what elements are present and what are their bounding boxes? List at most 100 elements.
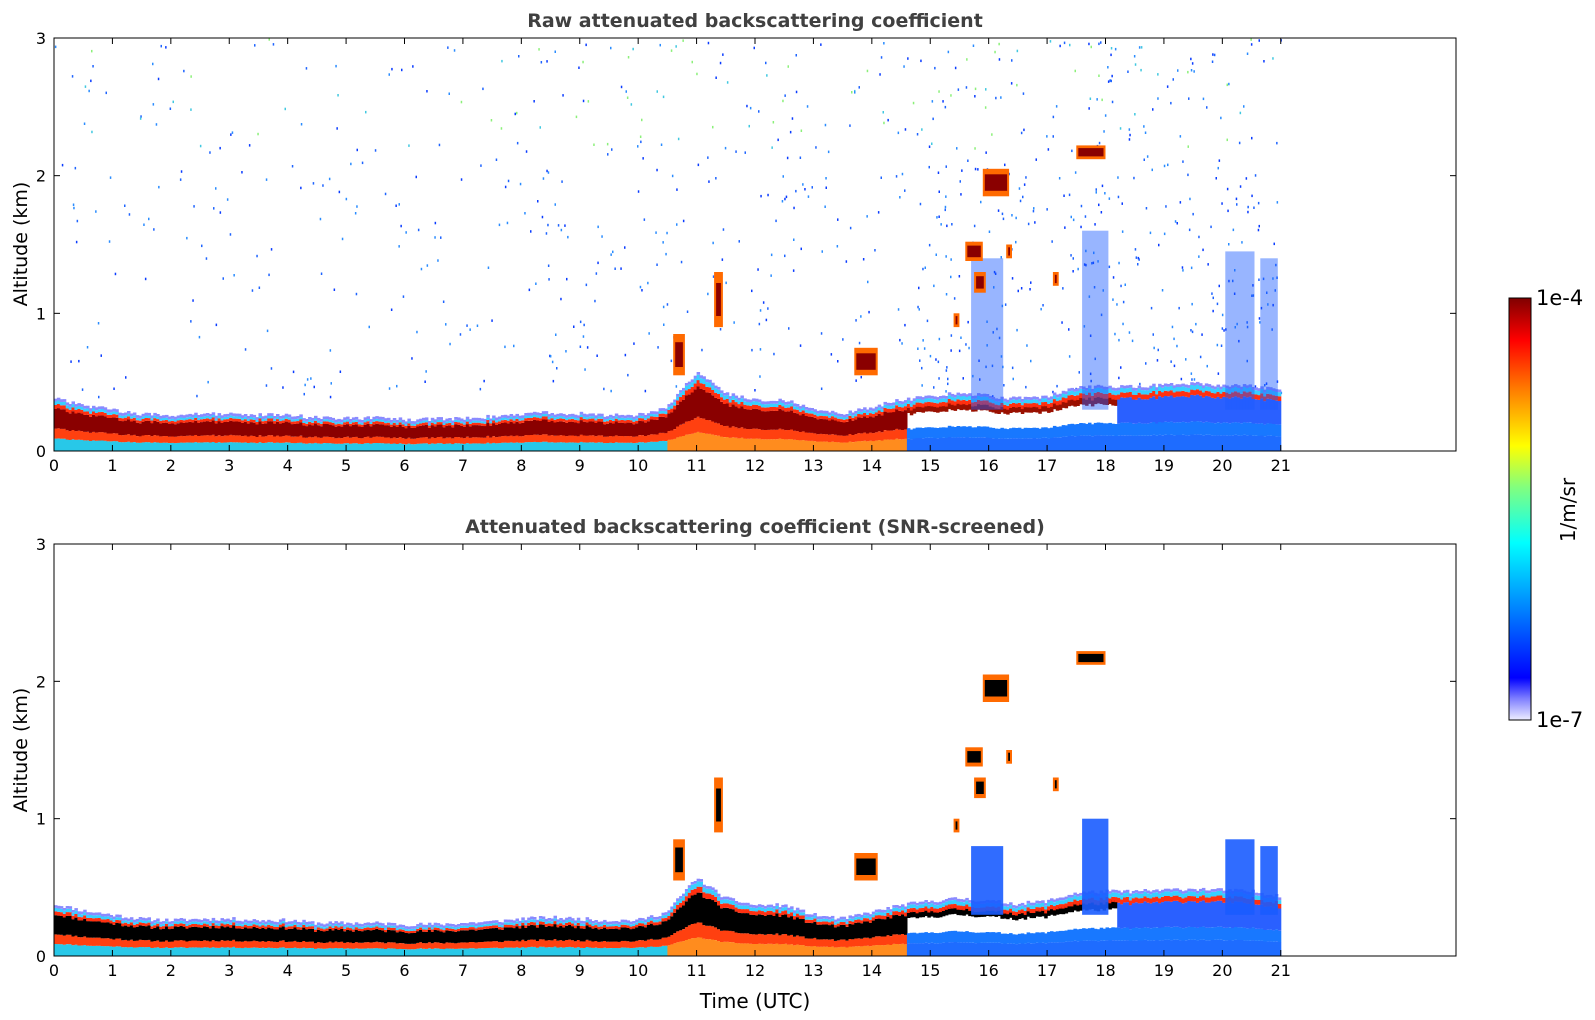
profile-bin (77, 409, 81, 413)
profile-bin (801, 440, 806, 451)
profile-bin (550, 442, 554, 451)
profile-bin (255, 941, 259, 948)
profile-bin (474, 923, 479, 927)
profile-bin (407, 949, 411, 956)
noise-speckle (337, 94, 339, 97)
profile-bin (1210, 385, 1215, 389)
noise-speckle (708, 180, 710, 183)
profile-bin (1245, 385, 1250, 389)
noise-speckle (968, 346, 970, 350)
profile-bin (1207, 435, 1212, 451)
profile-bin (904, 429, 908, 439)
profile-bin (1166, 391, 1171, 397)
noise-speckle (1012, 377, 1014, 381)
noise-speckle (1254, 385, 1257, 388)
profile-bin (623, 436, 628, 443)
noise-speckle (715, 177, 717, 180)
profile-column (223, 919, 227, 956)
profile-bin (950, 426, 955, 438)
profile-bin (188, 421, 192, 436)
profile-bin (772, 410, 776, 430)
profile-bin (334, 419, 338, 423)
profile-bin (442, 928, 446, 931)
noise-speckle (656, 90, 658, 93)
profile-column (54, 398, 58, 451)
profile-bin (430, 437, 435, 444)
profile-bin (863, 432, 867, 441)
profile-column (1099, 385, 1104, 451)
noise-speckle (611, 148, 613, 151)
noise-speckle (748, 124, 750, 128)
profile-bin (1073, 424, 1077, 437)
profile-bin (132, 940, 137, 948)
profile-bin (205, 947, 210, 956)
profile-bin (480, 443, 484, 451)
noise-speckle (922, 267, 924, 271)
profile-bin (433, 419, 438, 423)
profile-bin (471, 924, 476, 928)
profile-bin (363, 437, 368, 444)
profile-bin (252, 417, 257, 420)
profile-bin (468, 922, 473, 925)
profile-bin (387, 417, 391, 421)
profile-bin (503, 422, 508, 436)
profile-bin (489, 425, 493, 438)
noise-speckle (549, 355, 552, 358)
profile-bin (208, 442, 213, 451)
profile-bin (445, 418, 449, 422)
profile-bin (535, 417, 540, 421)
noise-speckle (1258, 39, 1260, 42)
profile-bin (109, 433, 113, 442)
profile-column (638, 412, 642, 451)
profile-bin (924, 402, 928, 407)
noise-speckle (306, 378, 309, 381)
profile-column (667, 404, 671, 451)
profile-bin (1222, 422, 1226, 436)
profile-column (243, 919, 248, 956)
noise-speckle (807, 195, 810, 198)
profile-bin (457, 443, 461, 451)
profile-bin (968, 395, 972, 400)
profile-bin (778, 408, 782, 429)
profile-bin (290, 443, 295, 451)
profile-bin (302, 425, 306, 438)
profile-bin (1120, 422, 1124, 436)
profile-bin (357, 930, 362, 943)
profile-bin (346, 419, 350, 422)
profile-bin (722, 399, 727, 404)
profile-bin (486, 417, 490, 420)
profile-bin (281, 940, 286, 948)
noise-speckle (929, 354, 932, 358)
profile-bin (401, 424, 406, 427)
noise-speckle (947, 377, 949, 381)
profile-bin (486, 420, 490, 423)
profile-column (486, 414, 490, 451)
profile-bin (854, 419, 858, 435)
profile-bin (430, 425, 435, 438)
noise-speckle (950, 349, 952, 352)
profile-bin (880, 440, 885, 451)
profile-bin (311, 948, 315, 956)
noise-speckle (1058, 177, 1061, 180)
noise-speckle (874, 249, 876, 252)
profile-bin (822, 413, 826, 416)
profile-column (994, 398, 998, 451)
profile-bin (632, 416, 636, 420)
profile-bin (1020, 399, 1025, 402)
noise-speckle (950, 94, 952, 97)
profile-bin (349, 926, 353, 929)
profile-bin (407, 418, 411, 422)
profile-bin (728, 396, 733, 399)
profile-bin (369, 419, 373, 422)
profile-bin (1070, 387, 1074, 391)
profile-column (515, 413, 519, 451)
profile-bin (302, 927, 306, 941)
profile-bin (518, 436, 522, 443)
profile-bin (100, 412, 105, 416)
profile-bin (1272, 391, 1276, 396)
profile-bin (439, 931, 443, 943)
profile-bin (129, 435, 134, 443)
profile-bin (901, 401, 905, 405)
profile-bin (261, 925, 265, 928)
profile-bin (565, 442, 569, 451)
